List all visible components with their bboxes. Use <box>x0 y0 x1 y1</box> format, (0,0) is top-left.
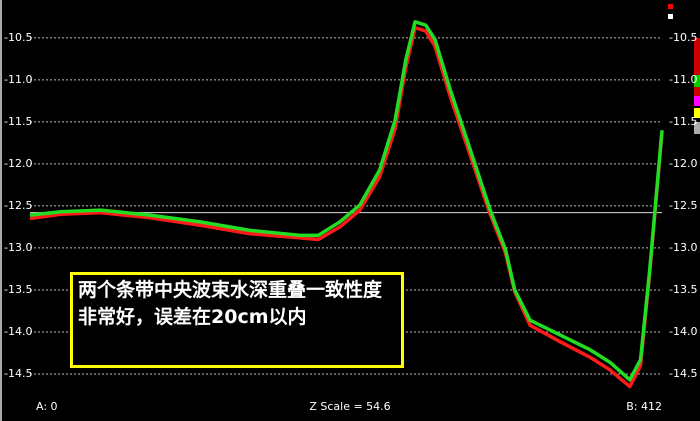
footer-left: A: 0 <box>36 400 58 413</box>
y-tick-label-right: -13.0 <box>669 241 697 254</box>
y-tick-label-left: -12.5 <box>4 199 32 212</box>
y-tick-label-left: -13.5 <box>4 283 32 296</box>
y-tick-label-left: -11.5 <box>4 115 32 128</box>
annotation: 两个条带中央波束水深重叠一致性度非常好，误差在20cm以内 <box>70 272 404 368</box>
footer-center: Z Scale = 54.6 <box>309 400 390 413</box>
y-tick-label-right: -11.5 <box>669 115 697 128</box>
y-tick-label-right: -12.0 <box>669 157 697 170</box>
y-tick-label-left: -11.0 <box>4 73 32 86</box>
y-tick-label-right: -10.5 <box>669 31 697 44</box>
y-tick-label-left: -14.5 <box>4 367 32 380</box>
y-tick-label-left: -14.0 <box>4 325 32 338</box>
y-tick-label-left: -13.0 <box>4 241 32 254</box>
y-tick-label-left: -10.5 <box>4 31 32 44</box>
swatch <box>694 122 700 134</box>
y-tick-label-right: -11.0 <box>669 73 697 86</box>
series-line <box>29 25 664 389</box>
y-tick-label-right: -13.5 <box>669 283 697 296</box>
y-tick-label-left: -12.0 <box>4 157 32 170</box>
swatch <box>694 75 700 87</box>
y-tick-label-right: -14.0 <box>669 325 697 338</box>
swatch <box>694 38 700 98</box>
y-tick-label-right: -14.5 <box>669 367 697 380</box>
swatch <box>668 4 673 9</box>
swatch <box>694 108 700 118</box>
y-tick-label-right: -12.5 <box>669 199 697 212</box>
left-border <box>0 0 2 421</box>
swatch <box>668 14 673 19</box>
footer-right: B: 412 <box>626 400 662 413</box>
swatch <box>694 96 700 106</box>
series-line <box>29 20 664 382</box>
